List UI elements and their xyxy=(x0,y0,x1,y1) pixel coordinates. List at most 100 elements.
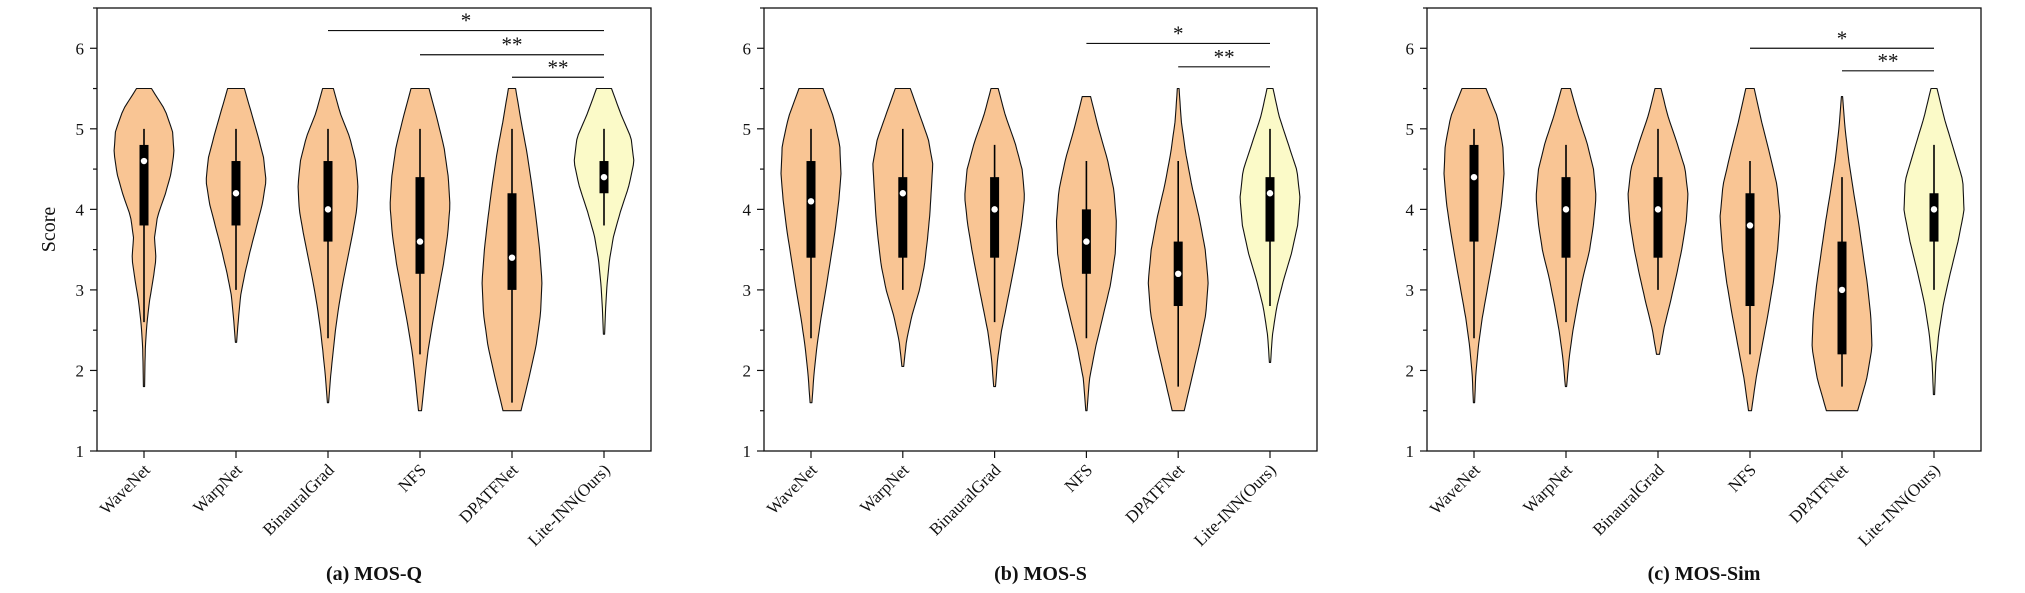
x-tick-label: WaveNet xyxy=(1426,460,1484,518)
y-tick-label: 2 xyxy=(1406,361,1415,380)
y-tick-label: 2 xyxy=(76,361,85,380)
significance-label: * xyxy=(1173,21,1184,45)
x-tick-label: NFS xyxy=(1061,460,1096,495)
y-tick-label: 3 xyxy=(743,281,752,300)
median-dot xyxy=(1746,222,1754,229)
iqr-box xyxy=(323,161,333,242)
violin-nfs xyxy=(1055,96,1117,412)
median-dot xyxy=(1562,206,1570,213)
x-tick-label: WaveNet xyxy=(763,460,821,518)
x-tick-label: NFS xyxy=(1724,460,1759,495)
iqr-box xyxy=(990,177,1000,258)
y-tick-label: 2 xyxy=(743,361,752,380)
median-dot xyxy=(508,254,516,261)
panel-mos-sim: 1 2 3 4 5 6 WaveNet WarpNet BinauralGrad NFS DPATF… xyxy=(1406,7,1982,585)
median-dot xyxy=(1930,206,1938,213)
y-tick-label: 1 xyxy=(743,442,752,461)
y-tick-label: 5 xyxy=(743,120,752,139)
median-dot xyxy=(140,157,148,165)
y-tick-label: 5 xyxy=(76,120,85,139)
x-tick-label: DPATFNet xyxy=(1785,460,1852,527)
median-dot xyxy=(416,238,424,245)
x-tick-label: DPATFNet xyxy=(1122,460,1189,527)
median-dot xyxy=(807,198,815,205)
iqr-box xyxy=(1837,241,1847,355)
panel-title: (a) MOS-Q xyxy=(326,563,422,585)
iqr-box xyxy=(139,144,149,226)
x-tick-label: NFS xyxy=(394,460,429,495)
x-tick-label: Lite-INN(Ours) xyxy=(524,460,614,550)
y-tick-label: 4 xyxy=(76,200,85,219)
median-dot xyxy=(1470,173,1478,181)
median-dot xyxy=(1175,270,1182,277)
median-dot xyxy=(899,190,906,197)
violin-warpnet xyxy=(205,87,267,343)
y-tick-label: 3 xyxy=(1406,281,1415,300)
violin-wavenet xyxy=(780,87,842,404)
y-tick-label: 4 xyxy=(743,200,752,219)
median-dot xyxy=(1654,206,1662,213)
iqr-box xyxy=(1469,144,1479,242)
violin-dpatfnet xyxy=(481,87,543,412)
significance-label: ** xyxy=(502,33,523,57)
x-tick-label: Lite-INN(Ours) xyxy=(1854,460,1944,550)
violin-lite-inn-ours xyxy=(573,87,635,335)
median-dot xyxy=(1083,238,1090,245)
violin-lite-inn-ours xyxy=(1239,87,1301,363)
median-dot xyxy=(1838,286,1846,294)
panel-mos-s: 1 2 3 4 5 6 WaveNet WarpNet BinauralGrad NFS DPATF… xyxy=(743,7,1318,585)
iqr-box xyxy=(806,161,816,258)
y-tick-label: 3 xyxy=(76,281,85,300)
iqr-box xyxy=(1929,193,1939,242)
x-tick-label: WarpNet xyxy=(1519,460,1576,517)
x-tick-label: Lite-INN(Ours) xyxy=(1190,460,1280,550)
y-tick-label: 6 xyxy=(1406,39,1415,58)
x-tick-label: DPATFNet xyxy=(455,460,522,527)
y-tick-label: 1 xyxy=(1406,442,1415,461)
median-dot xyxy=(991,206,998,213)
y-tick-label: 5 xyxy=(1406,120,1415,139)
x-tick-label: WaveNet xyxy=(96,460,154,518)
violin-nfs xyxy=(1719,87,1781,412)
panel-mos-q: 1 2 3 4 5 6 Score WaveNet WarpNet BinauralGrad NFS… xyxy=(38,7,652,585)
significance-label: * xyxy=(1837,26,1848,50)
violin-wavenet xyxy=(1443,87,1505,404)
violin-dpatfnet xyxy=(1147,87,1209,412)
x-tick-label: WarpNet xyxy=(189,460,246,517)
plot-frame xyxy=(96,7,652,452)
y-tick-label: 6 xyxy=(76,39,85,58)
violin-warpnet xyxy=(1535,87,1597,388)
violin-binauralgrad xyxy=(964,87,1025,388)
significance-label: * xyxy=(461,9,472,33)
significance-label: ** xyxy=(1214,45,1235,69)
significance-label: ** xyxy=(548,55,569,79)
plot-frame xyxy=(1426,7,1982,452)
violin-lite-inn-ours xyxy=(1903,87,1965,396)
panel-title: (c) MOS-Sim xyxy=(1648,563,1761,585)
violin-nfs xyxy=(389,87,451,412)
median-dot xyxy=(232,190,240,197)
x-tick-label: BinauralGrad xyxy=(1589,460,1668,539)
iqr-box xyxy=(1265,177,1275,242)
x-tick-label: BinauralGrad xyxy=(926,460,1005,539)
x-tick-label: WarpNet xyxy=(856,460,913,517)
violin-binauralgrad xyxy=(1627,87,1689,355)
iqr-box xyxy=(415,177,425,274)
y-tick-label: 6 xyxy=(743,39,752,58)
iqr-box xyxy=(1561,177,1571,258)
x-tick-label: BinauralGrad xyxy=(259,460,338,539)
iqr-box xyxy=(898,177,908,258)
significance-label: ** xyxy=(1878,49,1899,73)
plot-frame xyxy=(763,7,1318,452)
iqr-box xyxy=(1745,193,1755,307)
median-dot xyxy=(1266,190,1274,197)
violin-warpnet xyxy=(872,87,934,367)
y-axis-label: Score xyxy=(38,207,60,253)
y-tick-label: 4 xyxy=(1406,200,1415,219)
iqr-box xyxy=(1653,177,1663,258)
median-dot xyxy=(324,206,332,213)
panel-title: (b) MOS-S xyxy=(994,563,1087,585)
median-dot xyxy=(600,173,608,181)
violin-dpatfnet xyxy=(1811,96,1873,412)
